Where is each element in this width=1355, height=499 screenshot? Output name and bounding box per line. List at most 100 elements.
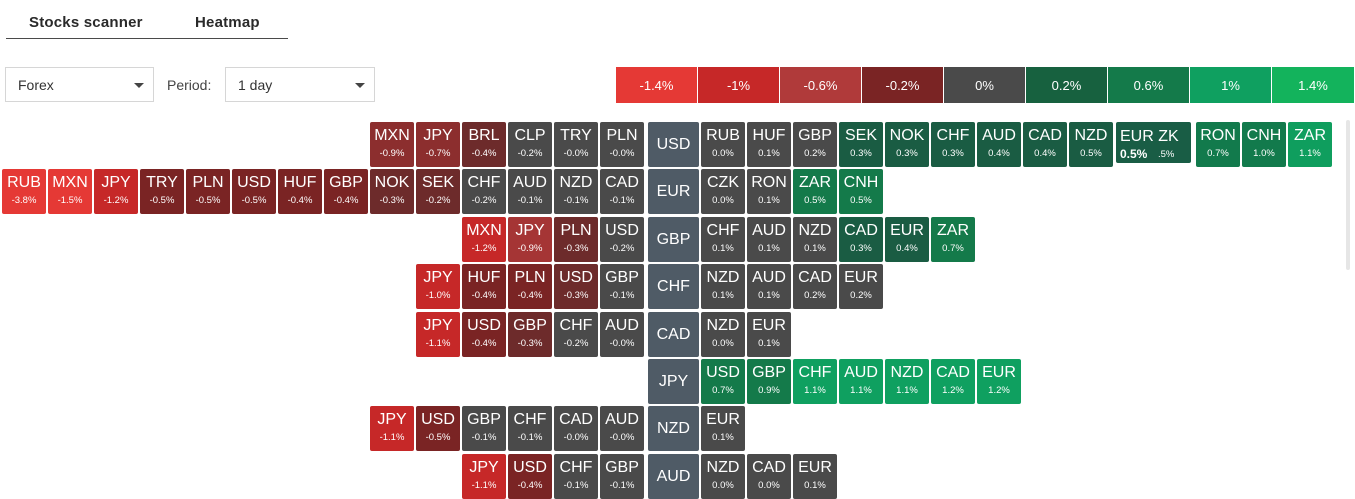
currency-tile-gbp[interactable]: GBP -0.3% [508, 312, 552, 357]
currency-tile-nzd[interactable]: NZD 0.1% [793, 217, 837, 262]
currency-tile-chf[interactable]: CHF 0.1% [701, 217, 745, 262]
vertical-scrollbar[interactable] [1346, 120, 1350, 270]
currency-tile-zar[interactable]: ZAR 0.5% [793, 169, 837, 214]
currency-tile-eur[interactable]: EUR 1.2% [977, 359, 1021, 404]
currency-tile-jpy[interactable]: JPY -1.1% [370, 406, 414, 451]
currency-tile-eur[interactable]: EUR 0.1% [701, 406, 745, 451]
currency-tile-cad[interactable]: CAD -0.0% [554, 406, 598, 451]
currency-tile-aud[interactable]: AUD 0.1% [747, 264, 791, 309]
currency-tile-aud[interactable]: AUD 0.1% [747, 217, 791, 262]
currency-tile-gbp[interactable]: GBP -0.1% [462, 406, 506, 451]
currency-tile-gbp[interactable]: GBP -0.4% [324, 169, 368, 214]
currency-tile-pln[interactable]: PLN -0.0% [600, 122, 644, 167]
currency-tile-usd[interactable]: USD 0.7% [701, 359, 745, 404]
currency-tile-huf[interactable]: HUF -0.4% [278, 169, 322, 214]
base-currency-nzd[interactable]: NZD [648, 406, 699, 451]
market-select[interactable]: Forex [5, 67, 154, 102]
tab-heatmap[interactable]: Heatmap [195, 14, 260, 31]
currency-tile-cnh[interactable]: CNH 1.0% [1242, 122, 1286, 167]
currency-tile-jpy[interactable]: JPY -1.1% [462, 454, 506, 499]
currency-tile-jpy[interactable]: JPY -1.0% [416, 264, 460, 309]
currency-tile-pln[interactable]: PLN -0.4% [508, 264, 552, 309]
currency-tile-cad[interactable]: CAD 0.3% [839, 217, 883, 262]
currency-tile-nzd[interactable]: NZD -0.1% [554, 169, 598, 214]
currency-tile-nzd[interactable]: NZD 0.1% [701, 264, 745, 309]
change-value: 0.1% [712, 290, 734, 301]
currency-tile-cad[interactable]: CAD 0.0% [747, 454, 791, 499]
currency-tile-sek[interactable]: SEK -0.2% [416, 169, 460, 214]
currency-tile-chf[interactable]: CHF -0.2% [462, 169, 506, 214]
currency-tile-huf[interactable]: HUF -0.4% [462, 264, 506, 309]
currency-tile-chf[interactable]: CHF -0.1% [508, 406, 552, 451]
currency-tile-jpy[interactable]: JPY -0.7% [416, 122, 460, 167]
currency-tile-try[interactable]: TRY -0.5% [140, 169, 184, 214]
currency-tile-cad[interactable]: CAD 0.2% [793, 264, 837, 309]
tab-stocks-scanner[interactable]: Stocks scanner [29, 14, 143, 31]
currency-tile-aud[interactable]: AUD 0.4% [977, 122, 1021, 167]
currency-tile-nok[interactable]: NOK -0.3% [370, 169, 414, 214]
currency-tile-rub[interactable]: RUB 0.0% [701, 122, 745, 167]
currency-tile-cad[interactable]: CAD 0.4% [1023, 122, 1067, 167]
currency-code: MXN [52, 174, 88, 191]
currency-tile-czk[interactable]: CZK 0.0% [701, 169, 745, 214]
currency-tile-aud[interactable]: AUD -0.0% [600, 406, 644, 451]
base-currency-chf[interactable]: CHF [648, 264, 699, 309]
currency-tile-usd[interactable]: USD -0.4% [508, 454, 552, 499]
currency-tile-nzd[interactable]: NZD 0.0% [701, 312, 745, 357]
currency-tile-eur[interactable]: EUR 0.2% [839, 264, 883, 309]
currency-tile-usd[interactable]: USD -0.3% [554, 264, 598, 309]
currency-tile-eur[interactable]: EUR 0.1% [793, 454, 837, 499]
currency-tile-gbp[interactable]: GBP 0.2% [793, 122, 837, 167]
currency-code: PLN [606, 127, 638, 144]
base-currency-eur[interactable]: EUR [648, 169, 699, 214]
currency-tile-gbp[interactable]: GBP -0.1% [600, 264, 644, 309]
currency-tile-chf[interactable]: CHF -0.2% [554, 312, 598, 357]
currency-tile-gbp[interactable]: GBP 0.9% [747, 359, 791, 404]
currency-tile-clp[interactable]: CLP -0.2% [508, 122, 552, 167]
currency-tile-nzd[interactable]: NZD 0.5% [1069, 122, 1113, 167]
currency-tile-usd[interactable]: USD -0.4% [462, 312, 506, 357]
currency-tile-zar[interactable]: ZAR 0.7% [931, 217, 975, 262]
currency-tile-ron[interactable]: RON 0.1% [747, 169, 791, 214]
currency-tile-cnh[interactable]: CNH 0.5% [839, 169, 883, 214]
currency-tile-mxn[interactable]: MXN -1.5% [48, 169, 92, 214]
currency-tile-eur[interactable]: EUR 0.4% [885, 217, 929, 262]
currency-tile-chf[interactable]: CHF 1.1% [793, 359, 837, 404]
currency-tile-jpy[interactable]: JPY -0.9% [508, 217, 552, 262]
currency-tile-pln[interactable]: PLN -0.5% [186, 169, 230, 214]
currency-tile-chf[interactable]: CHF -0.1% [554, 454, 598, 499]
currency-tile-nzd[interactable]: NZD 1.1% [885, 359, 929, 404]
currency-tile-pln[interactable]: PLN -0.3% [554, 217, 598, 262]
currency-tile-usd[interactable]: USD -0.5% [416, 406, 460, 451]
currency-tile-usd[interactable]: USD -0.2% [600, 217, 644, 262]
base-currency-cad[interactable]: CAD [648, 312, 699, 357]
currency-tile-usd[interactable]: USD -0.5% [232, 169, 276, 214]
currency-tile-sek[interactable]: SEK 0.3% [839, 122, 883, 167]
currency-tile-gbp[interactable]: GBP -0.1% [600, 454, 644, 499]
currency-tile-try[interactable]: TRY -0.0% [554, 122, 598, 167]
currency-tile-mxn[interactable]: MXN -1.2% [462, 217, 506, 262]
currency-tile-eur-zk[interactable]: EUR ZK 0.5% .5% [1116, 122, 1191, 163]
currency-tile-aud[interactable]: AUD -0.1% [508, 169, 552, 214]
currency-tile-cad[interactable]: CAD -0.1% [600, 169, 644, 214]
currency-tile-nzd[interactable]: NZD 0.0% [701, 454, 745, 499]
currency-tile-jpy[interactable]: JPY -1.1% [416, 312, 460, 357]
base-currency-usd[interactable]: USD [648, 122, 699, 167]
base-currency-aud[interactable]: AUD [648, 454, 699, 499]
currency-tile-nok[interactable]: NOK 0.3% [885, 122, 929, 167]
period-select[interactable]: 1 day [225, 67, 375, 102]
currency-tile-zar[interactable]: ZAR 1.1% [1288, 122, 1332, 167]
currency-tile-mxn[interactable]: MXN -0.9% [370, 122, 414, 167]
currency-tile-aud[interactable]: AUD 1.1% [839, 359, 883, 404]
currency-tile-aud[interactable]: AUD -0.0% [600, 312, 644, 357]
currency-tile-cad[interactable]: CAD 1.2% [931, 359, 975, 404]
currency-tile-eur[interactable]: EUR 0.1% [747, 312, 791, 357]
base-currency-gbp[interactable]: GBP [648, 217, 699, 262]
currency-tile-huf[interactable]: HUF 0.1% [747, 122, 791, 167]
base-currency-jpy[interactable]: JPY [648, 359, 699, 404]
currency-tile-rub[interactable]: RUB -3.8% [2, 169, 46, 214]
currency-tile-ron[interactable]: RON 0.7% [1196, 122, 1240, 167]
currency-tile-brl[interactable]: BRL -0.4% [462, 122, 506, 167]
currency-tile-jpy[interactable]: JPY -1.2% [94, 169, 138, 214]
currency-tile-chf[interactable]: CHF 0.3% [931, 122, 975, 167]
